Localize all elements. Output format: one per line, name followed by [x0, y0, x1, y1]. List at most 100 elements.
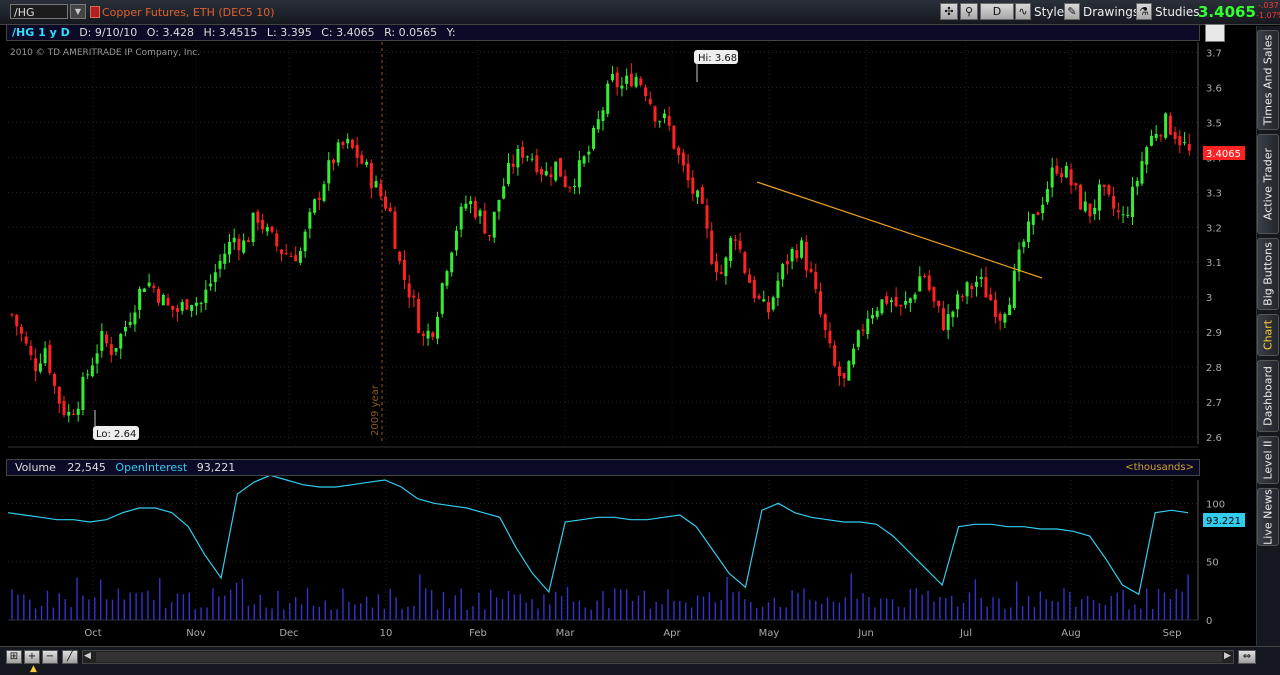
candle-body: [1064, 165, 1068, 178]
candle-body: [993, 299, 997, 318]
candle-body: [544, 170, 548, 176]
tab-label: Chart: [1261, 319, 1275, 351]
candle-body: [1041, 204, 1045, 214]
price-tick-label: 3.1: [1206, 258, 1222, 269]
candle-body: [43, 348, 47, 364]
tab-times-and-sales[interactable]: Times And Sales: [1257, 30, 1279, 130]
candle-body: [105, 334, 109, 344]
candle-body: [294, 255, 298, 262]
price-chart[interactable]: 3.73.63.53.43.33.23.132.92.82.72.6OctNov…: [0, 0, 1256, 646]
candle-body: [998, 313, 1002, 321]
style-menu[interactable]: Style: [1034, 5, 1065, 19]
open-interest-tag-box: [1203, 513, 1245, 527]
symbol-dropdown-button[interactable]: ▼: [70, 4, 86, 19]
candle-body: [653, 106, 657, 122]
candle-body: [960, 296, 964, 298]
tab-active-trader[interactable]: Active Trader: [1257, 134, 1279, 234]
symbol-input[interactable]: /HG: [10, 4, 68, 19]
candle-body: [525, 156, 529, 158]
candle-body: [365, 161, 369, 165]
drawings-menu[interactable]: Drawings: [1083, 5, 1140, 19]
candle-body: [313, 199, 317, 213]
aggregation-period-button[interactable]: D: [980, 3, 1014, 20]
candle-body: [246, 240, 250, 243]
candle-body: [918, 276, 922, 292]
draw-line-icon[interactable]: ╱: [62, 650, 78, 664]
candle-body: [1022, 241, 1026, 248]
candle-body: [1031, 214, 1035, 225]
candle-body: [1012, 270, 1016, 308]
chart-settings-icon[interactable]: [1205, 24, 1225, 42]
candle-body: [828, 330, 832, 344]
tab-level-ii[interactable]: Level II: [1257, 436, 1279, 484]
candle-body: [979, 277, 983, 280]
candle-body: [833, 345, 837, 366]
candle-body: [76, 408, 80, 415]
zoom-in-icon[interactable]: +: [24, 650, 40, 664]
scrollbar-thumb[interactable]: [96, 652, 1222, 662]
zoom-tool-icon[interactable]: ⚲: [960, 3, 978, 20]
candle-body: [540, 169, 544, 175]
candle-body: [766, 301, 770, 313]
candle-body: [38, 363, 42, 372]
candle-body: [265, 227, 269, 232]
candle-body: [1083, 201, 1087, 212]
candle-body: [814, 271, 818, 290]
hi-label-box: [694, 50, 738, 64]
candle-body: [355, 144, 359, 158]
candle-body: [818, 291, 822, 315]
tab-chart[interactable]: Chart: [1257, 314, 1279, 356]
price-tick-label: 2.8: [1206, 363, 1222, 374]
candle-body: [232, 237, 236, 243]
candle-body: [644, 87, 648, 97]
scroll-right-icon[interactable]: ▶: [1224, 651, 1231, 661]
price-tick-label: 3.5: [1206, 118, 1222, 129]
candle-body: [677, 147, 681, 156]
candle-body: [71, 413, 75, 415]
grid-layout-icon[interactable]: ⊞: [6, 650, 22, 664]
zoom-out-icon[interactable]: −: [42, 650, 58, 664]
candle-body: [483, 210, 487, 234]
candle-body: [1187, 144, 1191, 151]
candle-body: [180, 302, 184, 311]
candle-body: [965, 282, 969, 297]
style-icon[interactable]: ∿: [1015, 3, 1031, 20]
candle-body: [147, 282, 151, 287]
collapse-panel-icon[interactable]: ▲: [30, 664, 37, 674]
scroll-left-icon[interactable]: ◀: [84, 651, 91, 661]
open-interest-tag: 93.221: [1206, 516, 1241, 527]
tab-label: Dashboard: [1261, 366, 1275, 426]
time-tick-label: May: [759, 628, 780, 639]
candle-body: [733, 239, 737, 241]
drawings-icon[interactable]: ✎: [1064, 3, 1080, 20]
tab-live-news[interactable]: Live News: [1257, 488, 1279, 546]
candle-body: [700, 187, 704, 204]
candle-body: [563, 176, 567, 188]
candle-body: [270, 226, 274, 232]
candle-body: [932, 287, 936, 302]
candle-body: [549, 174, 553, 177]
chart-symbol-label: /HG 1 y D: [12, 26, 70, 39]
candle-body: [90, 365, 94, 377]
tab-dashboard[interactable]: Dashboard: [1257, 360, 1279, 432]
volume-tick-label: 0: [1206, 616, 1212, 627]
candle-body: [421, 333, 425, 336]
candle-body: [279, 249, 283, 254]
candle-body: [426, 330, 430, 339]
candle-body: [346, 138, 350, 144]
candle-body: [469, 200, 473, 205]
tab-big-buttons[interactable]: Big Buttons: [1257, 238, 1279, 310]
candle-body: [303, 231, 307, 252]
price-tick-label: 2.6: [1206, 433, 1222, 444]
candle-body: [142, 288, 146, 292]
studies-menu[interactable]: Studies: [1155, 5, 1200, 19]
candle-body: [213, 272, 217, 283]
expand-time-icon[interactable]: ⇔: [1238, 650, 1256, 664]
crosshair-tool-icon[interactable]: ✣: [940, 3, 958, 20]
studies-icon[interactable]: ⚗: [1136, 3, 1152, 20]
candle-body: [341, 141, 345, 145]
candle-body: [866, 318, 870, 334]
price-tick-label: 3.3: [1206, 188, 1222, 199]
tab-label: Big Buttons: [1261, 242, 1275, 306]
candle-body: [374, 181, 378, 188]
